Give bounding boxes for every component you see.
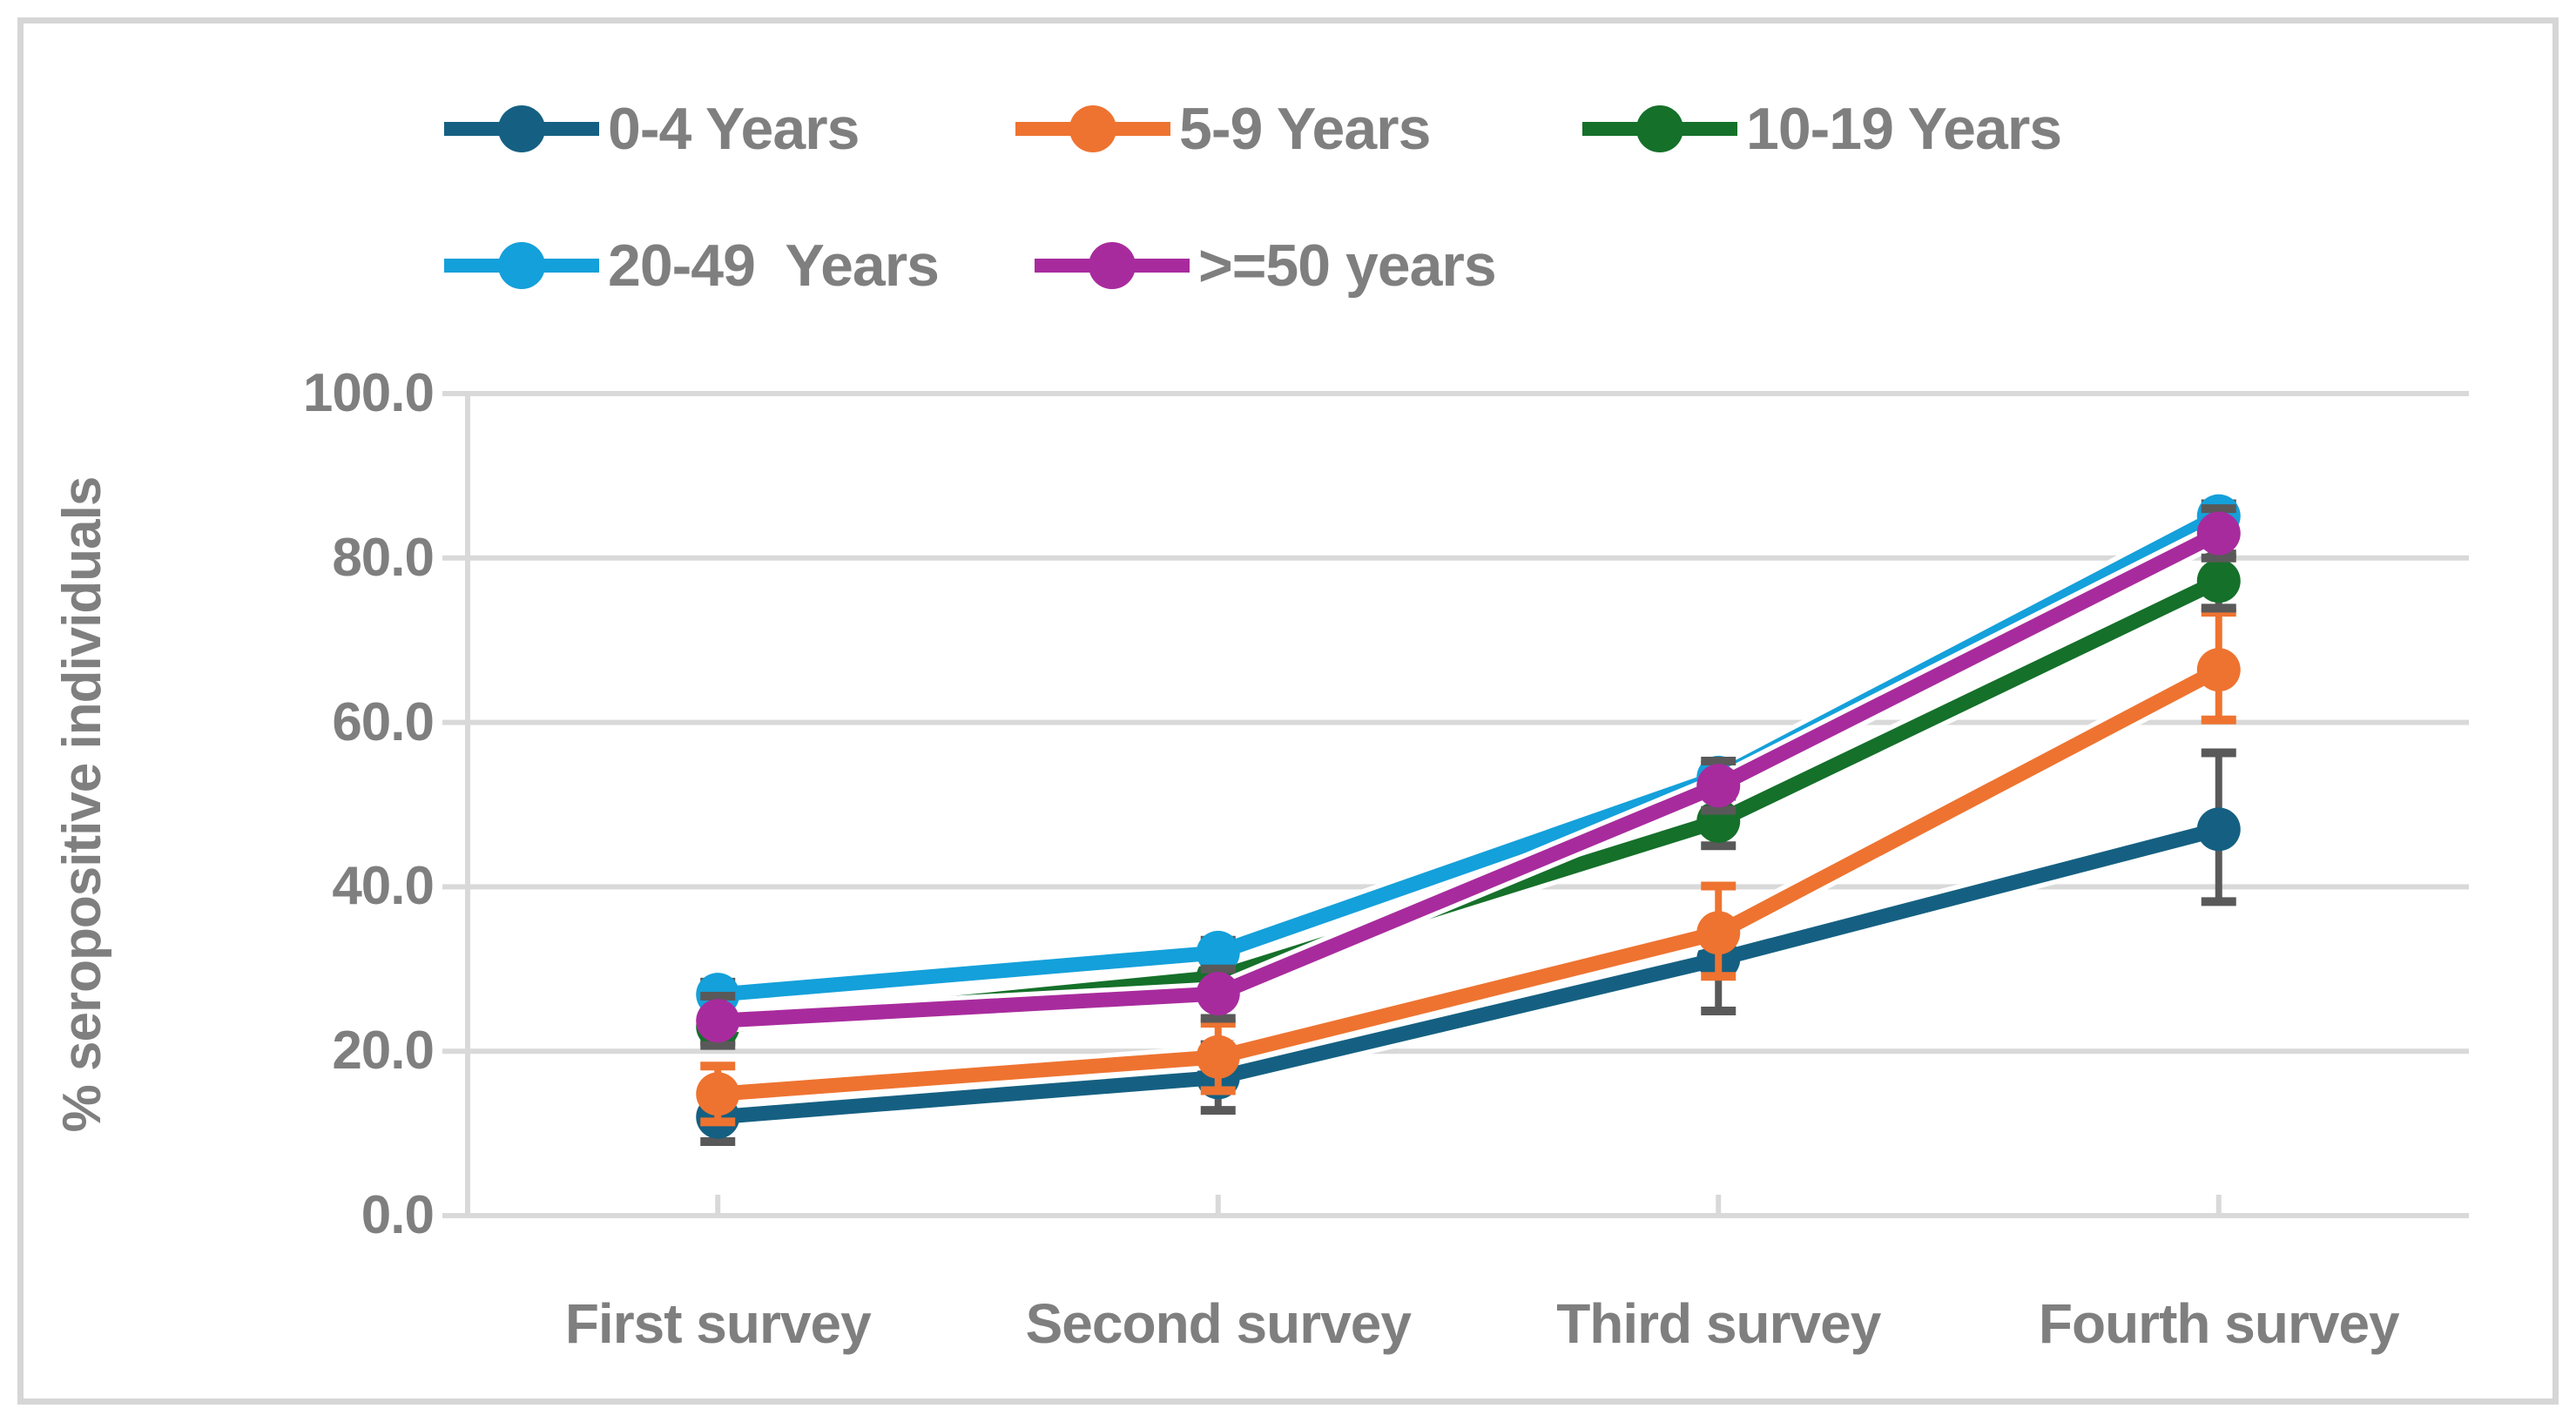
legend-item--50-years: >=50 years	[1035, 233, 1497, 299]
legend-dot	[1089, 242, 1136, 289]
data-point-marker	[1196, 930, 1240, 974]
y-tick-label-80.0: 80.0	[332, 527, 435, 588]
x-category-label-3: Third survey	[1556, 1292, 1881, 1355]
y-axis-title: % seropositive individuals	[52, 476, 112, 1133]
data-point-marker	[2196, 807, 2241, 852]
data-point-marker	[2196, 648, 2241, 692]
series-line-3	[717, 509, 2222, 1002]
data-point-marker	[1196, 972, 1240, 1016]
data-point-marker	[1196, 1034, 1240, 1079]
legend-item-20-49-years: 20-49 Years	[444, 233, 940, 299]
legend-item-5-9-years: 5-9 Years	[1015, 96, 1431, 162]
legend-line-marker-icon	[444, 233, 599, 299]
data-point-marker	[696, 1072, 740, 1116]
data-point-marker	[2196, 511, 2241, 556]
legend-label: 10-19 Years	[1746, 96, 2062, 162]
data-point-marker	[1696, 911, 1741, 955]
legend-line-marker-icon	[1582, 96, 1737, 162]
series-line-4	[717, 526, 2222, 1028]
legend-label: 5-9 Years	[1179, 96, 1431, 162]
legend-item-0-4-years: 0-4 Years	[444, 96, 860, 162]
legend-dot	[1636, 105, 1683, 152]
series-line-outline-3	[717, 505, 2225, 1008]
legend-line-marker-icon	[444, 96, 599, 162]
legend-label: 20-49 Years	[608, 233, 940, 299]
legend-dot	[498, 105, 545, 152]
x-category-label-1: First survey	[564, 1292, 872, 1355]
series-line-0	[717, 822, 2221, 1125]
legend-label: 0-4 Years	[608, 96, 860, 162]
data-point-marker	[2196, 559, 2241, 603]
y-tick-label-20.0: 20.0	[332, 1021, 435, 1082]
legend-line-marker-icon	[1015, 96, 1170, 162]
legend-item-10-19-years: 10-19 Years	[1582, 96, 2062, 162]
data-point-marker	[696, 999, 740, 1043]
y-tick-label-0.0: 0.0	[361, 1185, 435, 1245]
x-category-label-4: Fourth survey	[2038, 1292, 2400, 1355]
x-category-label-2: Second survey	[1025, 1292, 1412, 1355]
series-line-1	[717, 663, 2222, 1102]
legend-dot	[498, 242, 545, 289]
data-point-marker	[1696, 764, 1741, 808]
y-tick-label-100.0: 100.0	[302, 363, 435, 423]
legend-label: >=50 years	[1198, 233, 1497, 299]
y-tick-label-60.0: 60.0	[332, 691, 435, 752]
y-tick-label-40.0: 40.0	[332, 856, 435, 917]
legend-line-marker-icon	[1035, 233, 1190, 299]
legend-dot	[1069, 105, 1116, 152]
